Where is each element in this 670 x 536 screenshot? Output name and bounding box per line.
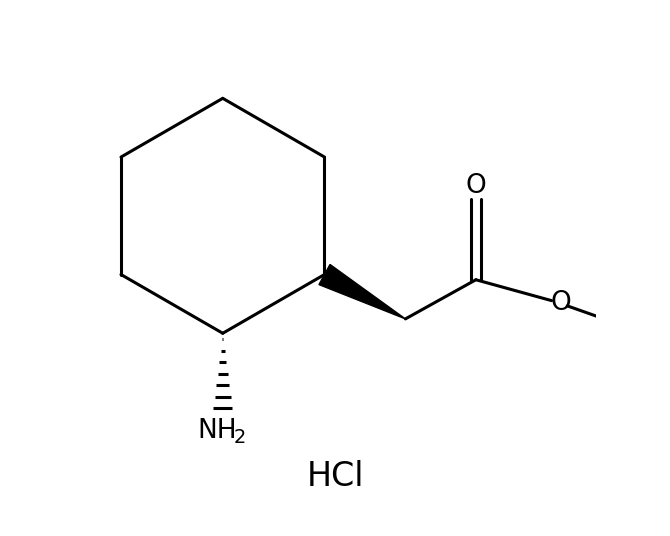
Text: O: O xyxy=(551,290,572,316)
Text: HCl: HCl xyxy=(306,460,364,493)
Polygon shape xyxy=(319,264,405,319)
Text: NH: NH xyxy=(198,418,237,444)
Text: O: O xyxy=(466,173,486,199)
Text: 2: 2 xyxy=(233,428,246,446)
